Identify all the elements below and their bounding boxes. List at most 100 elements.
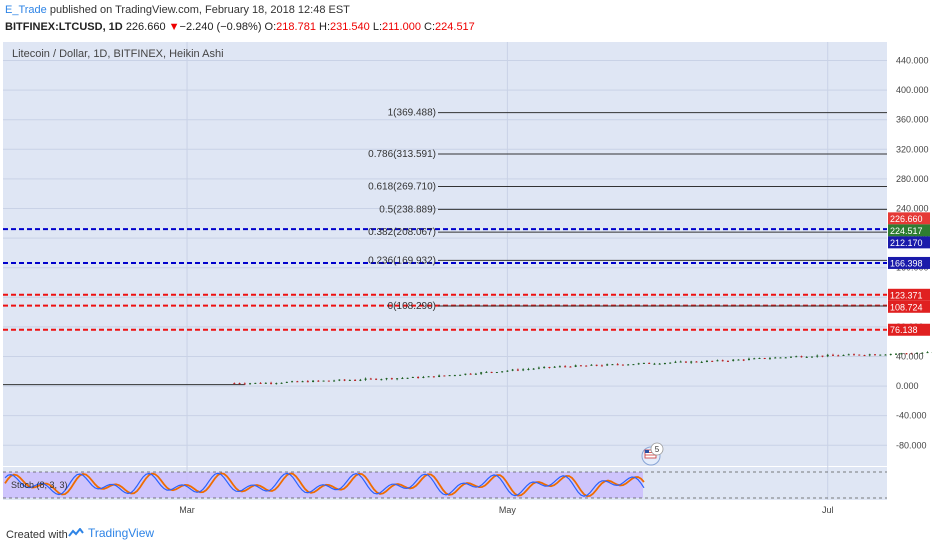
candle-body xyxy=(469,373,472,375)
candle-body xyxy=(868,354,871,356)
low-value: 211.000 xyxy=(382,21,421,33)
y-tick-label: 40.000 xyxy=(896,351,924,361)
candle-body xyxy=(506,370,509,372)
high-label: H: xyxy=(319,21,330,33)
price-tag xyxy=(888,256,930,269)
candle-body xyxy=(438,375,441,377)
change-value: −2.240 (−0.98%) xyxy=(179,21,262,33)
candle-body xyxy=(852,354,855,356)
stoch-label: Stoch (8, 3, 3) xyxy=(11,480,68,490)
candle-body xyxy=(585,365,588,367)
candle-body xyxy=(579,365,582,367)
candle-body xyxy=(459,374,462,376)
candle-body xyxy=(432,376,435,378)
candle-body xyxy=(611,364,614,366)
candle-body xyxy=(495,372,498,374)
candle-body xyxy=(558,366,561,368)
fib-level-label: 1(369.488) xyxy=(388,108,436,119)
event-badge[interactable]: 5 xyxy=(650,442,664,456)
price-tag-label: 224.517 xyxy=(890,226,923,236)
x-axis-labels: MarMayJulSepNov2018MarMayJul xyxy=(179,505,834,515)
candle-body xyxy=(380,379,383,381)
candle-body xyxy=(243,383,246,385)
candle-body xyxy=(548,366,551,368)
candle-body xyxy=(889,353,892,355)
price-axis[interactable] xyxy=(888,42,930,500)
candle-body xyxy=(327,380,330,382)
y-tick-label: -40.000 xyxy=(896,411,927,421)
created-with-text: Created with xyxy=(6,529,68,541)
last-price: 226.660 xyxy=(125,21,166,33)
candle-body xyxy=(595,364,598,366)
price-tag-label: 123.371 xyxy=(890,290,923,300)
candle-body xyxy=(690,361,693,363)
candle-body xyxy=(553,366,556,368)
candle-body xyxy=(726,360,729,362)
candle-body xyxy=(422,376,425,378)
author-link[interactable]: E_Trade xyxy=(5,4,47,16)
fib-level-label: 0.786(313.591) xyxy=(368,149,436,160)
chart-svg[interactable]: 1(369.488) 0.786(313.591) 0.618(269.710) 0.… xyxy=(0,40,932,520)
candle-body xyxy=(821,355,824,357)
candle-body xyxy=(842,354,845,356)
candle-body xyxy=(354,379,357,381)
candle-body xyxy=(401,378,404,380)
candle-body xyxy=(895,353,898,355)
candle-body xyxy=(884,354,887,356)
tradingview-logo-icon xyxy=(68,528,84,537)
candle-body xyxy=(753,358,756,360)
symbol-label: BITFINEX:LTCUSD, 1D xyxy=(5,21,123,33)
fib-level-label: 0.382(208.067) xyxy=(368,227,436,238)
candle-body xyxy=(831,354,834,356)
candle-body xyxy=(674,361,677,363)
grid xyxy=(3,42,887,500)
price-tag xyxy=(888,300,930,313)
y-tick-label: 440.000 xyxy=(896,55,929,65)
candle-body xyxy=(522,369,525,371)
candle-body xyxy=(417,376,420,378)
price-tag-label: 108.724 xyxy=(890,302,923,312)
tradingview-link[interactable]: TradingView xyxy=(68,526,154,540)
event-badge-count: 5 xyxy=(655,445,660,454)
candle-body xyxy=(590,364,593,366)
candle-body xyxy=(427,376,430,378)
candle-body xyxy=(527,368,530,370)
candle-body xyxy=(564,366,567,368)
fib-level-label: 0(108.290) xyxy=(388,301,436,312)
candle-body xyxy=(879,354,882,356)
fib-level-label: 0.618(269.710) xyxy=(368,182,436,193)
candle-body xyxy=(511,369,514,371)
candle-body xyxy=(600,365,603,367)
candle-body xyxy=(711,360,714,362)
candle-body xyxy=(758,357,761,359)
candle-body xyxy=(747,358,750,360)
time-axis[interactable] xyxy=(3,500,887,518)
candle-body xyxy=(742,359,745,361)
candle-body xyxy=(648,362,651,364)
chart-frame[interactable]: 1(369.488) 0.786(313.591) 0.618(269.710) 0.… xyxy=(0,40,932,520)
candle-body xyxy=(900,353,903,355)
candle-body xyxy=(369,378,372,380)
candle-body xyxy=(679,361,682,363)
candle-body xyxy=(270,382,273,384)
candle-body xyxy=(658,363,661,365)
candle-body xyxy=(768,358,771,360)
price-tag-label: 166.398 xyxy=(890,258,923,268)
candle-body xyxy=(411,376,414,378)
candle-body xyxy=(343,379,346,381)
candle-body xyxy=(642,362,645,364)
candle-body xyxy=(317,380,320,382)
candle-body xyxy=(784,357,787,359)
candle-body xyxy=(926,352,929,354)
y-tick-label: 400.000 xyxy=(896,85,929,95)
candle-body xyxy=(810,356,813,358)
close-label: C: xyxy=(424,21,436,33)
x-tick-label: Jul xyxy=(822,505,834,515)
y-tick-label: 320.000 xyxy=(896,144,929,154)
candle-body xyxy=(348,379,351,381)
price-pane[interactable] xyxy=(3,42,887,466)
fib-level-label: 0.236(169.932) xyxy=(368,255,436,266)
fib-level-label: 0.5(238.889) xyxy=(379,204,436,215)
y-tick-label: 360.000 xyxy=(896,115,929,125)
candle-body xyxy=(516,369,519,371)
